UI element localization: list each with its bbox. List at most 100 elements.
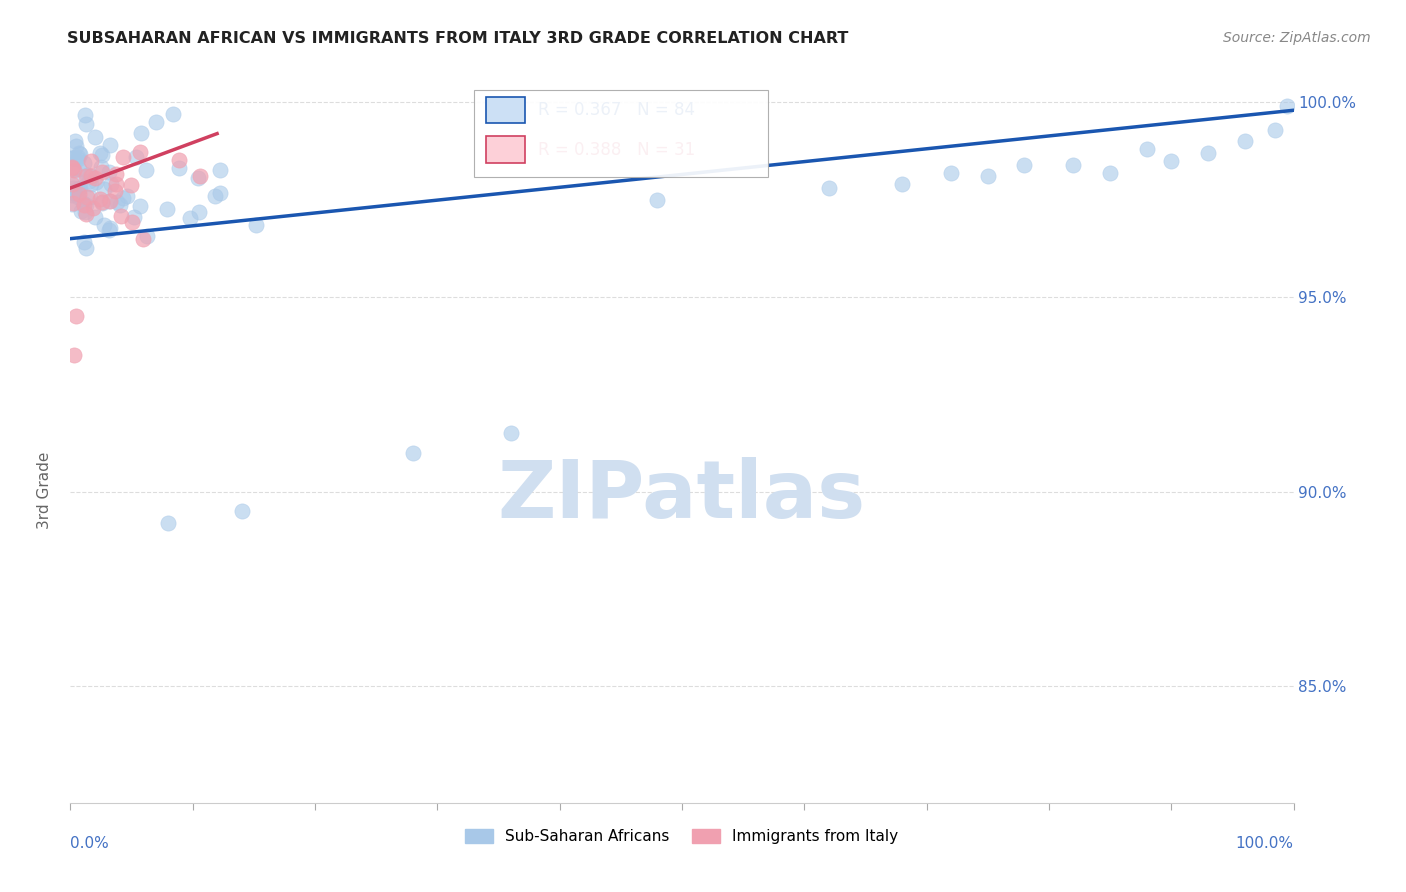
Point [65, 310, 87, 324]
Point [66, 190, 89, 204]
Point [69, 180, 91, 194]
Point [79, 189, 101, 203]
Point [90, 160, 112, 174]
Point [1062, 158, 1084, 172]
Point [77, 174, 100, 188]
Point [63, 134, 86, 148]
FancyBboxPatch shape [486, 136, 526, 163]
Point [80, 177, 103, 191]
Point [162, 106, 184, 120]
Point [98, 223, 121, 237]
Point [67, 161, 90, 176]
Point [65, 139, 87, 153]
Point [98, 137, 121, 152]
Point [75, 197, 97, 211]
Point [98, 194, 121, 208]
Point [98, 194, 121, 209]
Point [100, 177, 122, 191]
Point [76, 190, 98, 204]
Point [105, 167, 128, 181]
Point [60, 177, 83, 191]
Point [75, 207, 97, 221]
Point [1264, 122, 1286, 136]
Point [93, 218, 115, 232]
Point [188, 205, 211, 219]
Point [104, 184, 127, 198]
Point [90, 148, 112, 162]
Point [83, 210, 105, 224]
Point [86, 176, 108, 190]
Point [60, 161, 83, 176]
Point [75, 169, 97, 184]
Point [1160, 153, 1182, 168]
Point [179, 211, 201, 225]
Point [208, 186, 231, 201]
Point [1099, 165, 1122, 179]
Point [62, 181, 84, 195]
Point [67, 152, 90, 166]
Point [128, 199, 150, 213]
FancyBboxPatch shape [474, 90, 768, 178]
Point [110, 209, 132, 223]
Text: R = 0.367   N = 84: R = 0.367 N = 84 [537, 101, 695, 120]
Point [67, 181, 90, 195]
Point [75, 241, 97, 255]
Point [111, 191, 134, 205]
Point [69, 147, 91, 161]
Point [79, 169, 101, 184]
Text: R = 0.388   N = 31: R = 0.388 N = 31 [537, 141, 695, 159]
Point [120, 178, 142, 193]
FancyBboxPatch shape [486, 97, 526, 123]
Point [188, 169, 211, 184]
Point [60, 196, 83, 211]
Point [89, 192, 111, 206]
Point [72, 195, 94, 210]
Point [73, 235, 96, 249]
Point [91, 196, 114, 211]
Point [75, 108, 97, 122]
Point [135, 229, 157, 244]
Point [60, 152, 83, 166]
Point [97, 165, 120, 179]
Point [66, 174, 89, 188]
Text: 100.0%: 100.0% [1236, 836, 1294, 851]
Point [91, 165, 114, 179]
Point [73, 155, 96, 169]
Point [80, 154, 103, 169]
Point [66, 151, 89, 165]
Point [67, 186, 90, 201]
Point [204, 189, 226, 203]
Point [72, 198, 94, 212]
Point [84, 170, 107, 185]
Point [157, 516, 180, 530]
Point [499, 426, 522, 441]
Point [62, 195, 84, 210]
Point [125, 150, 148, 164]
Point [145, 114, 167, 128]
Point [245, 218, 267, 232]
Point [89, 145, 111, 160]
Point [1233, 135, 1256, 149]
Point [1277, 99, 1299, 113]
Point [82, 201, 104, 215]
Point [60, 188, 83, 202]
Point [62, 161, 84, 176]
Point [67, 145, 90, 160]
Point [1014, 158, 1036, 172]
Point [111, 150, 134, 164]
Point [169, 161, 191, 176]
Text: 3rd Grade: 3rd Grade [38, 452, 52, 529]
Point [105, 177, 128, 191]
Point [817, 181, 839, 195]
Point [63, 151, 86, 165]
Point [939, 165, 962, 179]
Point [1136, 142, 1159, 156]
Point [135, 163, 157, 178]
Point [62, 186, 84, 200]
Point [90, 194, 112, 209]
Point [402, 445, 425, 459]
Point [66, 182, 89, 196]
Point [76, 168, 98, 182]
Point [75, 117, 97, 131]
Point [60, 160, 83, 174]
